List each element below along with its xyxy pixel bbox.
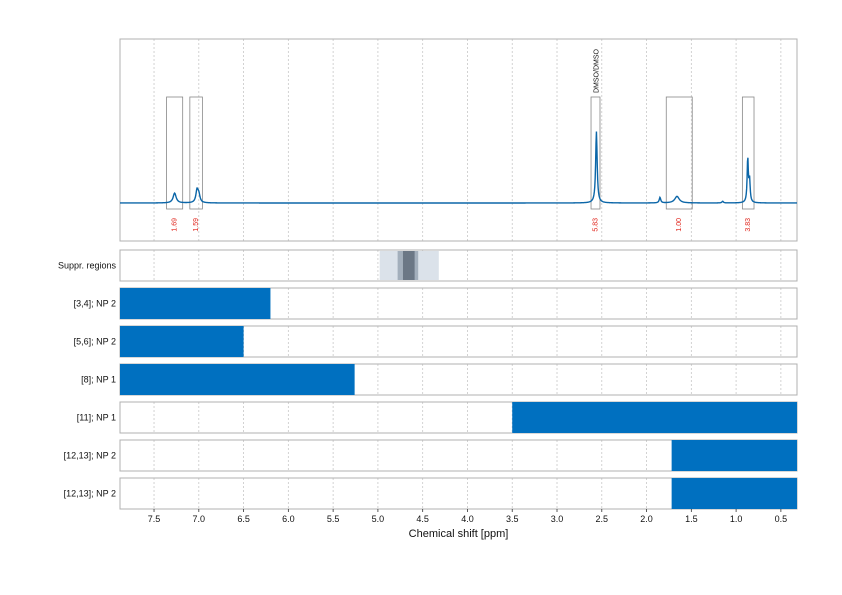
x-tick-label: 1.0 [730, 514, 743, 524]
x-tick-label: 2.0 [640, 514, 653, 524]
bar-row-label: [12,13]; NP 2 [64, 451, 116, 461]
x-tick-label: 0.5 [775, 514, 788, 524]
bar-row-label: [5,6]; NP 2 [74, 337, 116, 347]
bar-row-label: [8]; NP 1 [81, 375, 116, 385]
integral-value-label: 1.00 [676, 218, 683, 232]
suppression-panel: Suppr. regions [58, 249, 798, 282]
suppression-frame [119, 249, 798, 282]
integral-region-box [166, 96, 184, 210]
x-tick-label: 3.5 [506, 514, 519, 524]
x-tick-label: 7.0 [193, 514, 206, 524]
suppression-row-label: Suppr. regions [58, 261, 117, 271]
x-tick-label: 4.5 [416, 514, 429, 524]
integral-region-box [665, 96, 693, 210]
integral-value-label: 1.69 [171, 218, 178, 232]
x-tick-label: 5.5 [327, 514, 340, 524]
integral-region-box [741, 96, 755, 210]
x-tick-label: 4.0 [461, 514, 474, 524]
x-tick-label: 5.0 [372, 514, 385, 524]
bar-row: [8]; NP 1 [81, 363, 798, 396]
bar-row-label: [12,13]; NP 2 [64, 489, 116, 499]
peak-annotation: DMSO/DMSO [593, 49, 600, 94]
x-tick-label: 6.5 [237, 514, 250, 524]
x-tick-label: 3.0 [551, 514, 564, 524]
grid-lines [153, 39, 782, 509]
range-bar [671, 440, 797, 471]
range-bar [120, 326, 244, 357]
bar-row-label: [3,4]; NP 2 [74, 299, 116, 309]
integral-region-box [189, 96, 203, 210]
x-axis: 7.5 7.0 6.5 6.0 5.5 5.0 4.5 4.0 3.5 3.0 2.5 2.0 1.5 1… [148, 509, 787, 524]
range-bar [120, 288, 271, 319]
integral-region-box [590, 96, 601, 210]
bar-row: [5,6]; NP 2 [74, 325, 798, 358]
range-bar [671, 478, 797, 509]
x-tick-label: 6.0 [282, 514, 295, 524]
spectrum-panel: 1.69 1.59 5.83 1.00 3.83 DMSO/DMSO [119, 38, 798, 242]
x-axis-title: Chemical shift [ppm] [409, 528, 509, 540]
bar-row: [12,13]; NP 2 [64, 477, 798, 510]
bar-row-label: [11]; NP 1 [77, 413, 116, 423]
range-bar [120, 364, 355, 395]
spectrum-frame [119, 38, 798, 242]
integral-value-label: 5.83 [592, 218, 599, 232]
integral-value-label: 1.59 [193, 218, 200, 232]
bar-panels: [3,4]; NP 2 [5,6]; NP 2 [8]; NP 1 [11]; NP … [64, 287, 798, 510]
bar-row: [3,4]; NP 2 [74, 287, 798, 320]
range-bar [512, 402, 797, 433]
bar-row: [12,13]; NP 2 [64, 439, 798, 472]
bar-row: [11]; NP 1 [77, 401, 798, 434]
x-tick-label: 2.5 [596, 514, 609, 524]
x-tick-label: 7.5 [148, 514, 161, 524]
suppression-band [402, 251, 415, 280]
spectrum-line [120, 131, 797, 204]
integral-value-label: 3.83 [745, 218, 752, 232]
x-tick-label: 1.5 [685, 514, 698, 524]
